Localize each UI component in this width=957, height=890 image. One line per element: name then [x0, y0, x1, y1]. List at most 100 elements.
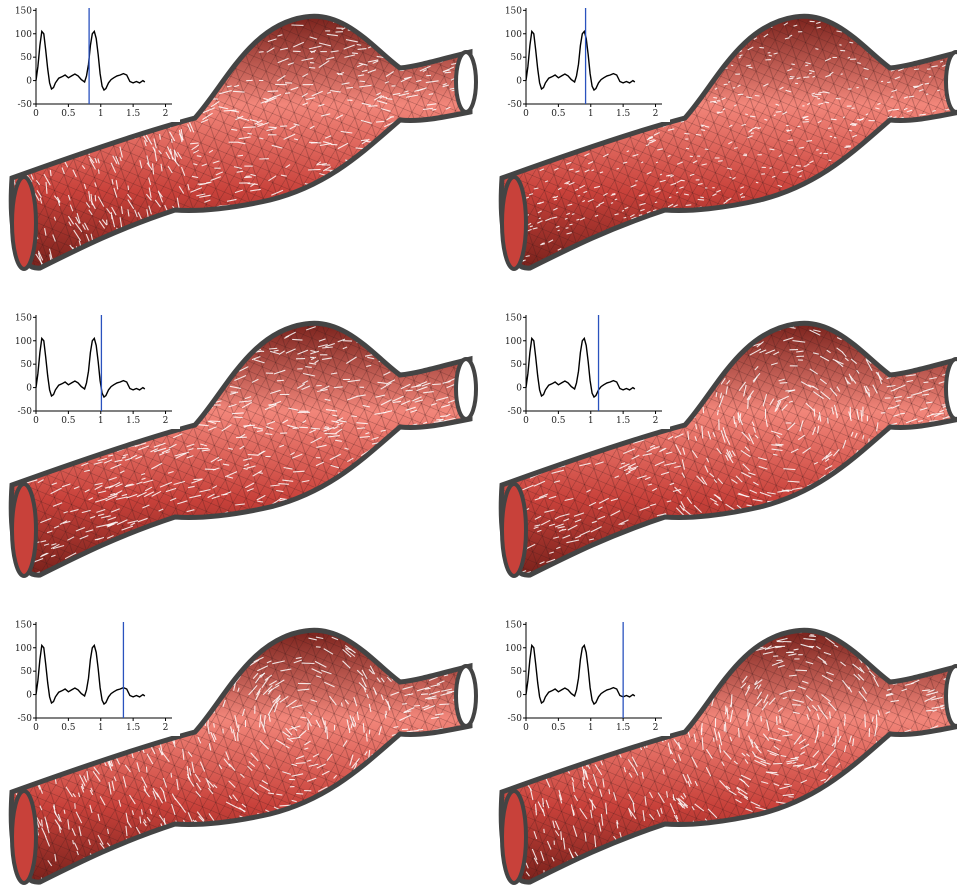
flow-waveform-line — [525, 336, 636, 399]
velocity-vector — [81, 872, 84, 877]
velocity-vector — [586, 489, 591, 493]
velocity-vector — [437, 139, 450, 146]
velocity-vector — [440, 415, 448, 417]
velocity-vector — [842, 21, 848, 25]
velocity-vector — [760, 760, 771, 765]
velocity-vector — [230, 238, 240, 243]
velocity-vector — [641, 161, 644, 164]
velocity-vector — [278, 483, 289, 485]
velocity-vector — [754, 531, 764, 534]
velocity-vector — [117, 867, 122, 878]
velocity-vector — [130, 454, 138, 459]
velocity-vector — [323, 427, 331, 430]
velocity-vector — [134, 564, 147, 571]
velocity-vector — [540, 742, 547, 753]
velocity-vector — [307, 195, 320, 199]
velocity-vector — [885, 485, 895, 488]
velocity-vector — [924, 239, 929, 243]
velocity-vector — [560, 831, 563, 840]
velocity-vector — [320, 194, 326, 199]
velocity-vector — [817, 656, 827, 663]
velocity-vector — [947, 554, 953, 557]
velocity-vector — [284, 335, 290, 339]
velocity-vector — [379, 866, 386, 872]
velocity-vector — [886, 688, 892, 691]
velocity-vector — [162, 859, 170, 870]
velocity-vector — [726, 230, 730, 233]
velocity-vector — [39, 805, 43, 811]
velocity-vector — [51, 543, 57, 546]
velocity-vector — [806, 163, 810, 166]
y-tick-label: 100 — [15, 30, 32, 40]
velocity-vector — [926, 191, 932, 194]
velocity-vector — [198, 91, 205, 94]
velocity-vector — [337, 142, 349, 150]
velocity-vector — [199, 488, 211, 493]
velocity-vector — [111, 206, 117, 216]
velocity-vector — [574, 518, 582, 523]
velocity-vector — [581, 749, 584, 755]
velocity-vector — [768, 211, 772, 214]
velocity-vector — [67, 261, 72, 269]
velocity-vector — [364, 631, 369, 636]
velocity-vector — [676, 179, 682, 184]
x-tick-label: 0.5 — [61, 416, 76, 426]
velocity-vector — [714, 494, 723, 502]
velocity-vector — [272, 852, 285, 857]
velocity-vector — [337, 502, 348, 509]
velocity-vector — [125, 825, 128, 837]
velocity-vector — [65, 786, 73, 798]
velocity-vector — [812, 385, 819, 391]
velocity-vector — [725, 435, 731, 445]
velocity-vector — [930, 696, 943, 701]
velocity-vector — [115, 155, 120, 165]
velocity-vector — [43, 173, 51, 186]
velocity-vector — [800, 507, 811, 511]
velocity-vector — [952, 193, 957, 197]
velocity-vector — [877, 345, 885, 354]
velocity-vector — [225, 572, 232, 575]
velocity-vector — [325, 342, 335, 348]
velocity-vector — [241, 708, 246, 717]
velocity-vector — [401, 809, 409, 813]
velocity-vector — [728, 124, 733, 128]
velocity-vector — [41, 827, 47, 838]
velocity-vector — [841, 351, 847, 358]
velocity-vector — [462, 787, 471, 791]
velocity-vector — [769, 167, 772, 169]
velocity-vector — [246, 832, 258, 838]
velocity-vector — [716, 409, 719, 416]
velocity-vector — [271, 630, 284, 631]
y-tick-label: 0 — [26, 691, 32, 701]
velocity-vector — [305, 226, 317, 231]
velocity-vector — [459, 208, 470, 212]
velocity-vector — [162, 777, 168, 788]
velocity-vector — [293, 470, 305, 473]
vessel-outlet — [944, 357, 957, 421]
velocity-vector — [729, 546, 743, 552]
velocity-vector — [159, 861, 163, 870]
velocity-vector — [268, 403, 277, 406]
velocity-vector — [713, 728, 718, 741]
velocity-vector — [863, 246, 868, 250]
velocity-vector — [400, 400, 411, 406]
velocity-vector — [285, 348, 296, 354]
velocity-vector — [407, 822, 419, 827]
y-tick-label: 50 — [21, 667, 33, 677]
velocity-vector — [775, 110, 782, 113]
velocity-vector — [402, 256, 408, 259]
velocity-vector — [919, 561, 926, 564]
velocity-vector — [802, 115, 809, 118]
velocity-vector — [439, 703, 450, 706]
velocity-vector — [460, 9, 471, 13]
velocity-vector — [158, 191, 163, 198]
velocity-vector — [859, 560, 868, 566]
velocity-vector — [277, 57, 289, 64]
velocity-vector — [358, 843, 371, 848]
velocity-vector — [938, 437, 945, 442]
velocity-vector — [859, 117, 865, 122]
velocity-vector — [346, 818, 353, 823]
velocity-vector — [735, 798, 742, 804]
velocity-vector — [148, 205, 152, 215]
